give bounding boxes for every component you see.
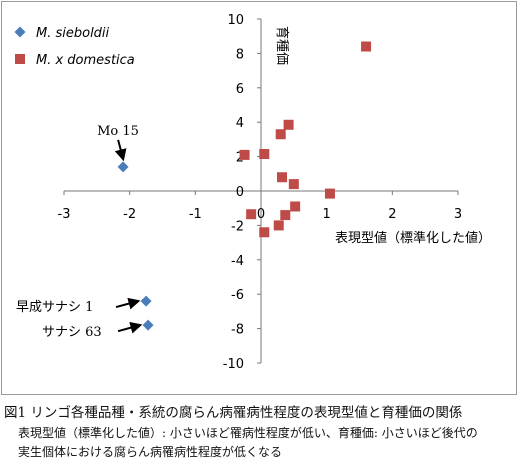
y-tick-label: 4 [236, 116, 244, 131]
y-tick-label: 0 [236, 185, 244, 200]
point-sieboldii [140, 295, 152, 307]
legend-marker-domestica [15, 54, 25, 64]
legend-label: M. sieboldii [36, 26, 110, 41]
annotation-label: 早成サナシ 1 [16, 300, 93, 315]
scatter-plot: -3-2-10123-10-8-6-4-20246810表現型値（標準化した値）… [14, 13, 491, 372]
point-domestica [288, 179, 299, 190]
point-domestica [273, 220, 284, 231]
figure-caption-title: 図1 リンゴ各種品種・系統の腐らん病罹病性程度の表現型値と育種価の関係 [4, 405, 463, 421]
figure-caption-note-line1: 表現型値（標準化した値）: 小さいほど罹病性程度が低い、育種価: 小さいほど後代… [18, 426, 478, 440]
point-domestica [361, 41, 372, 52]
point-domestica [324, 188, 335, 199]
y-tick-label: 8 [236, 47, 244, 62]
annotation-arrow [115, 297, 141, 310]
y-tick-label: -10 [223, 357, 244, 372]
point-sieboldii [117, 161, 129, 173]
y-tick-label: -8 [231, 323, 244, 338]
point-sieboldii [142, 319, 154, 331]
point-domestica [290, 201, 301, 212]
y-tick-label: -6 [231, 288, 244, 303]
annotation-label: Mo 15 [97, 124, 139, 139]
annotation-label: サナシ 63 [42, 325, 102, 340]
point-domestica [280, 210, 291, 221]
x-tick-label: -3 [58, 207, 71, 222]
y-tick-label: 6 [236, 82, 244, 97]
y-tick-label: -2 [231, 219, 244, 234]
x-tick-label: -1 [189, 207, 202, 222]
point-domestica [275, 129, 286, 140]
chart-frame: -3-2-10123-10-8-6-4-20246810表現型値（標準化した値）… [1, 1, 517, 395]
y-axis-title: 育種価 [274, 26, 290, 65]
figure-caption-note-line2: 実生個体における腐らん病罹病性程度が低くなる [18, 445, 283, 459]
point-domestica [283, 119, 294, 130]
point-domestica [259, 149, 270, 160]
point-domestica [277, 172, 288, 183]
y-tick-label: -4 [231, 254, 244, 269]
point-domestica [246, 209, 257, 220]
x-tick-label: -2 [123, 207, 136, 222]
point-domestica [239, 149, 250, 160]
legend-marker-sieboldii [14, 26, 26, 38]
legend-label: M. x domestica [36, 53, 135, 68]
x-tick-label: 0 [257, 207, 265, 222]
x-tick-label: 1 [323, 207, 331, 222]
point-domestica [259, 227, 270, 238]
y-tick-label: 10 [227, 13, 244, 28]
x-tick-label: 3 [454, 207, 462, 222]
x-tick-label: 2 [388, 207, 396, 222]
annotation-arrow [117, 321, 143, 334]
annotation-arrow [114, 139, 127, 162]
x-axis-title: 表現型値（標準化した値） [335, 230, 491, 246]
